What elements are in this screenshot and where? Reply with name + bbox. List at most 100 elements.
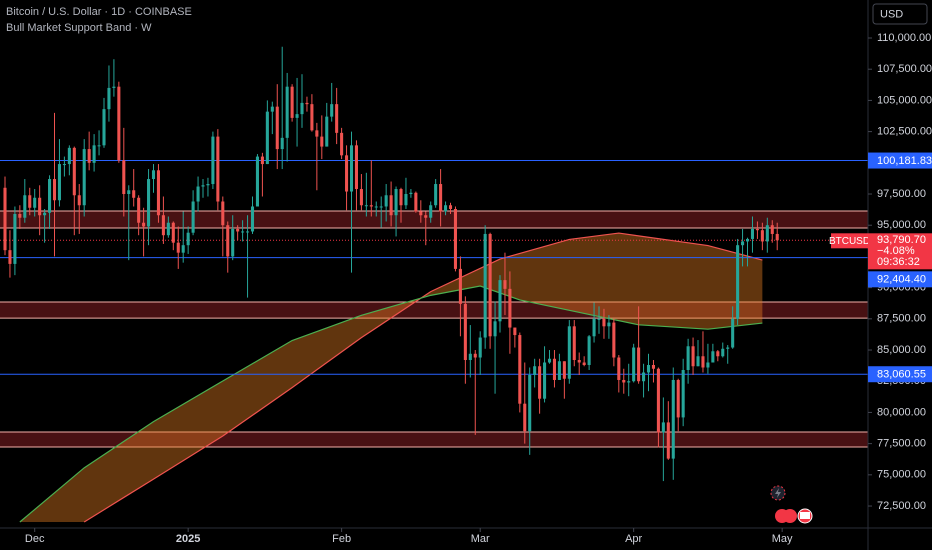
candle-body bbox=[434, 184, 438, 206]
candle-body bbox=[171, 222, 175, 243]
candle-body bbox=[176, 242, 180, 253]
candle-body bbox=[582, 362, 586, 366]
candle-body bbox=[508, 288, 512, 328]
candle-body bbox=[349, 145, 354, 192]
candle-body bbox=[186, 232, 190, 246]
candle-body bbox=[414, 192, 418, 212]
candle-body bbox=[52, 179, 57, 201]
candle-body bbox=[572, 326, 576, 361]
candle-body bbox=[354, 145, 358, 190]
candle-body bbox=[43, 212, 47, 216]
candle-body bbox=[33, 197, 37, 208]
candle-body bbox=[399, 189, 403, 206]
y-tick-label: 87,500.00 bbox=[877, 313, 926, 325]
y-tick-label: 75,000.00 bbox=[877, 469, 926, 481]
candle-body bbox=[666, 422, 670, 459]
candle-body bbox=[741, 241, 745, 246]
candle-body bbox=[221, 201, 225, 226]
candle-body bbox=[622, 379, 626, 383]
candle-body bbox=[439, 184, 443, 212]
candle-body bbox=[765, 225, 769, 242]
zone bbox=[0, 301, 868, 319]
candle-body bbox=[745, 238, 750, 242]
price-line-label: 92,404.40 bbox=[877, 274, 926, 286]
candle-body bbox=[255, 156, 259, 207]
candle-body bbox=[409, 192, 413, 195]
y-tick-label: 80,000.00 bbox=[877, 406, 926, 418]
band-fill bbox=[19, 233, 763, 523]
candle-body bbox=[696, 356, 700, 367]
candle-body bbox=[760, 230, 764, 242]
candle-body bbox=[340, 132, 344, 156]
candle-body bbox=[295, 114, 299, 118]
candles bbox=[3, 46, 779, 482]
candle-body bbox=[325, 116, 329, 147]
y-tick-label: 77,500.00 bbox=[877, 438, 926, 450]
candle-body bbox=[265, 111, 269, 165]
x-tick-label: Feb bbox=[332, 533, 351, 545]
y-tick-label: 105,000.00 bbox=[877, 94, 932, 106]
y-tick-label: 95,000.00 bbox=[877, 219, 926, 231]
y-tick-label: 97,500.00 bbox=[877, 188, 926, 200]
candle-body bbox=[607, 322, 611, 327]
candle-body bbox=[656, 368, 660, 433]
candle-body bbox=[285, 86, 289, 138]
lightning-icon bbox=[775, 488, 781, 498]
candle-body bbox=[97, 145, 101, 147]
candle-body bbox=[389, 195, 393, 216]
price-line-tag bbox=[868, 152, 932, 169]
last-price-tag bbox=[868, 233, 932, 270]
currency-label[interactable]: USD bbox=[880, 8, 903, 20]
candle-body bbox=[8, 250, 12, 264]
candle-body bbox=[335, 104, 339, 133]
candle-body bbox=[181, 245, 185, 253]
currency-button[interactable] bbox=[872, 3, 928, 25]
candle-body bbox=[632, 347, 636, 382]
candle-body bbox=[617, 357, 621, 380]
candle-body bbox=[379, 206, 383, 208]
candle-body bbox=[755, 228, 759, 231]
candle-body bbox=[260, 156, 264, 165]
candle-body bbox=[310, 104, 314, 131]
x-tick-label: 2025 bbox=[176, 533, 200, 545]
candle-body bbox=[597, 318, 601, 320]
candle-body bbox=[62, 164, 66, 166]
candle-body bbox=[528, 374, 532, 432]
y-tick-label: 85,000.00 bbox=[877, 344, 926, 356]
flag-stripe bbox=[800, 512, 810, 519]
candle-body bbox=[651, 365, 655, 369]
candle-body bbox=[686, 346, 690, 370]
candle-body bbox=[726, 347, 730, 349]
time-axis-panel bbox=[0, 528, 932, 550]
candle-body bbox=[384, 195, 388, 207]
candle-body bbox=[498, 280, 502, 322]
candle-body bbox=[137, 197, 141, 223]
candle-body bbox=[13, 213, 17, 264]
candle-body bbox=[488, 233, 492, 337]
zone bbox=[0, 210, 868, 228]
candle-body bbox=[448, 205, 453, 209]
x-tick-label: Mar bbox=[471, 533, 490, 545]
candle-body bbox=[671, 379, 675, 459]
symbol-tag bbox=[831, 233, 868, 249]
candle-body bbox=[82, 149, 86, 206]
candle-body bbox=[236, 228, 240, 232]
y-tick-label: 102,500.00 bbox=[877, 126, 932, 138]
candle-body bbox=[330, 104, 334, 117]
candle-body bbox=[38, 197, 42, 216]
candle-body bbox=[394, 189, 398, 216]
candle-body bbox=[404, 194, 408, 206]
candle-body bbox=[458, 268, 462, 304]
candle-body bbox=[473, 353, 477, 358]
candle-body bbox=[320, 136, 324, 147]
candle-body bbox=[637, 347, 641, 382]
price-line-label: 83,060.55 bbox=[877, 369, 926, 381]
candle-body bbox=[226, 225, 230, 257]
candle-body bbox=[533, 366, 537, 375]
candle-body bbox=[216, 136, 220, 202]
candle-body bbox=[453, 208, 457, 269]
flag-icon[interactable] bbox=[783, 509, 797, 523]
candle-body bbox=[577, 360, 581, 363]
candle-body bbox=[241, 231, 245, 233]
